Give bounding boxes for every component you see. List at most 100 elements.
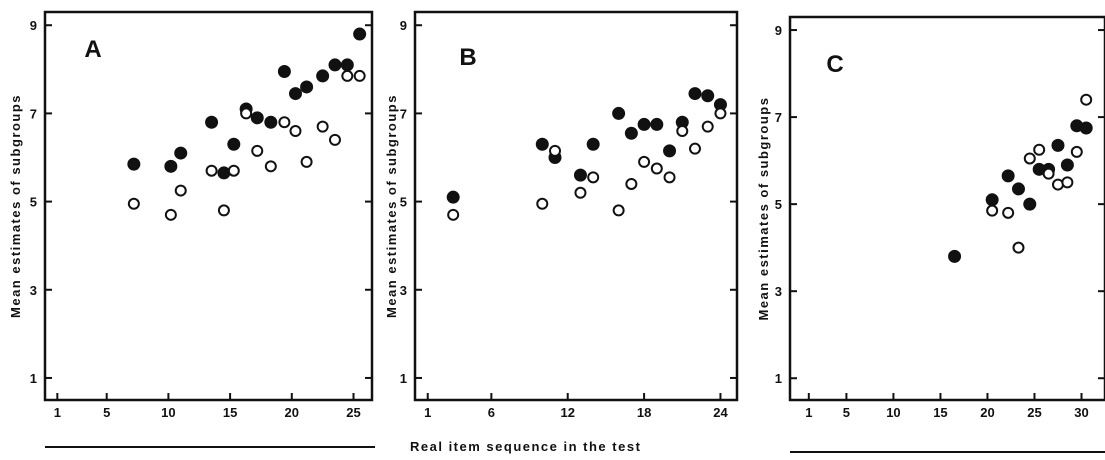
point-a-open-1 [164, 208, 177, 221]
point-a-filled-4 [217, 166, 231, 180]
point-b-open-6 [625, 177, 638, 190]
point-b-open-4 [587, 171, 600, 184]
point-b-open-2 [549, 144, 561, 157]
y-tick-label-b-3: 7 [400, 106, 407, 121]
point-c-open-9 [1080, 93, 1093, 106]
x-tick-label-a-1: 5 [103, 405, 110, 420]
point-a-open-5 [227, 164, 240, 177]
point-b-filled-6 [624, 126, 638, 140]
point-b-open-11 [689, 142, 701, 155]
x-tick-label-a-2: 10 [161, 405, 175, 420]
point-a-filled-7 [250, 111, 264, 125]
x-tick-label-a-4: 20 [285, 405, 299, 420]
point-b-open-12 [701, 120, 714, 133]
point-a-open-0 [127, 197, 140, 210]
y-tick-label-c-3: 7 [775, 110, 782, 125]
point-a-open-8 [264, 160, 277, 173]
point-c-open-3 [1023, 152, 1036, 165]
point-a-open-15 [353, 69, 366, 82]
point-b-open-10 [676, 125, 689, 138]
panel-b: 1 3 5 7 9 1 6 12 18 24 Mean estimates of subgroups… [384, 10, 739, 420]
point-b-filled-12 [701, 89, 715, 103]
point-a-open-3 [205, 164, 218, 177]
point-a-filled-10 [288, 87, 302, 101]
x-tick-label-a-3: 15 [223, 405, 237, 420]
x-tick-label-c-2: 10 [886, 405, 900, 420]
point-c-filled-4 [1023, 197, 1037, 211]
point-b-open-5 [612, 204, 625, 217]
point-a-filled-11 [300, 80, 314, 94]
x-tick-label-b-0: 1 [424, 405, 431, 420]
point-a-filled-0 [127, 157, 141, 171]
point-b-filled-3 [573, 168, 587, 182]
point-b-filled-9 [663, 144, 677, 158]
point-a-open-13 [328, 133, 341, 146]
point-c-filled-3 [1011, 182, 1025, 196]
y-axis-label-c: Mean estimates of subgroups [756, 97, 771, 321]
y-axis-label-b: Mean estimates of subgroups [384, 94, 399, 318]
point-a-filled-3 [205, 115, 219, 129]
x-tick-label-b-3: 18 [637, 405, 651, 420]
point-a-filled-5 [227, 137, 241, 151]
point-a-filled-14 [340, 58, 354, 72]
plot-frame-c [788, 15, 1105, 402]
point-b-filled-5 [612, 106, 626, 120]
plot-frame-b [413, 10, 739, 402]
point-b-open-7 [638, 155, 651, 168]
point-a-open-14 [341, 69, 354, 82]
point-b-open-9 [663, 171, 676, 184]
point-c-open-1 [1002, 206, 1015, 219]
point-b-filled-11 [688, 87, 702, 101]
point-a-filled-12 [316, 69, 330, 83]
point-b-filled-4 [586, 137, 600, 151]
point-c-filled-2 [1001, 169, 1015, 183]
y-tick-label-c-1: 3 [775, 284, 782, 299]
y-tick-label-c-4: 9 [775, 23, 782, 38]
point-a-filled-9 [277, 65, 291, 79]
point-a-filled-1 [164, 159, 178, 173]
x-tick-label-c-0: 1 [805, 405, 812, 420]
point-a-open-7 [251, 144, 264, 157]
plot-frame-a [43, 10, 374, 402]
point-b-filled-7 [637, 117, 651, 131]
point-a-filled-8 [264, 115, 278, 129]
point-c-filled-1 [985, 193, 999, 207]
point-c-open-4 [1033, 143, 1046, 156]
point-a-filled-2 [174, 146, 188, 160]
point-c-open-6 [1051, 178, 1064, 191]
point-c-open-8 [1070, 145, 1083, 158]
y-tick-label-a-2: 5 [30, 195, 37, 210]
point-c-open-5 [1042, 167, 1055, 180]
point-c-filled-7 [1051, 138, 1065, 152]
y-tick-label-b-0: 1 [400, 371, 407, 386]
y-tick-label-c-0: 1 [775, 371, 782, 386]
point-a-filled-13 [328, 58, 342, 72]
point-a-open-6 [240, 107, 253, 120]
x-axis-label: Real item sequence in the test [410, 439, 641, 454]
x-tick-label-b-1: 6 [488, 405, 495, 420]
x-tick-label-c-1: 5 [843, 405, 850, 420]
panel-letter-a: A [84, 36, 101, 63]
x-tick-label-a-5: 25 [346, 405, 360, 420]
x-tick-label-b-4: 24 [713, 405, 728, 420]
point-c-open-0 [986, 204, 999, 217]
point-b-filled-0 [446, 190, 460, 204]
point-a-open-4 [217, 204, 230, 217]
point-b-open-8 [650, 162, 663, 175]
panel-letter-c: C [826, 51, 843, 78]
y-tick-label-b-1: 3 [400, 283, 407, 298]
x-tick-label-c-3: 15 [933, 405, 947, 420]
y-axis-label-a: Mean estimates of subgroups [8, 94, 23, 318]
y-tick-label-b-2: 5 [400, 195, 407, 210]
y-tick-label-b-4: 9 [400, 18, 407, 33]
x-tick-label-b-2: 12 [560, 405, 574, 420]
point-b-filled-1 [535, 137, 549, 151]
point-b-filled-8 [650, 117, 664, 131]
point-a-open-11 [300, 155, 313, 168]
x-tick-label-a-0: 1 [54, 405, 61, 420]
point-a-filled-15 [353, 27, 367, 41]
